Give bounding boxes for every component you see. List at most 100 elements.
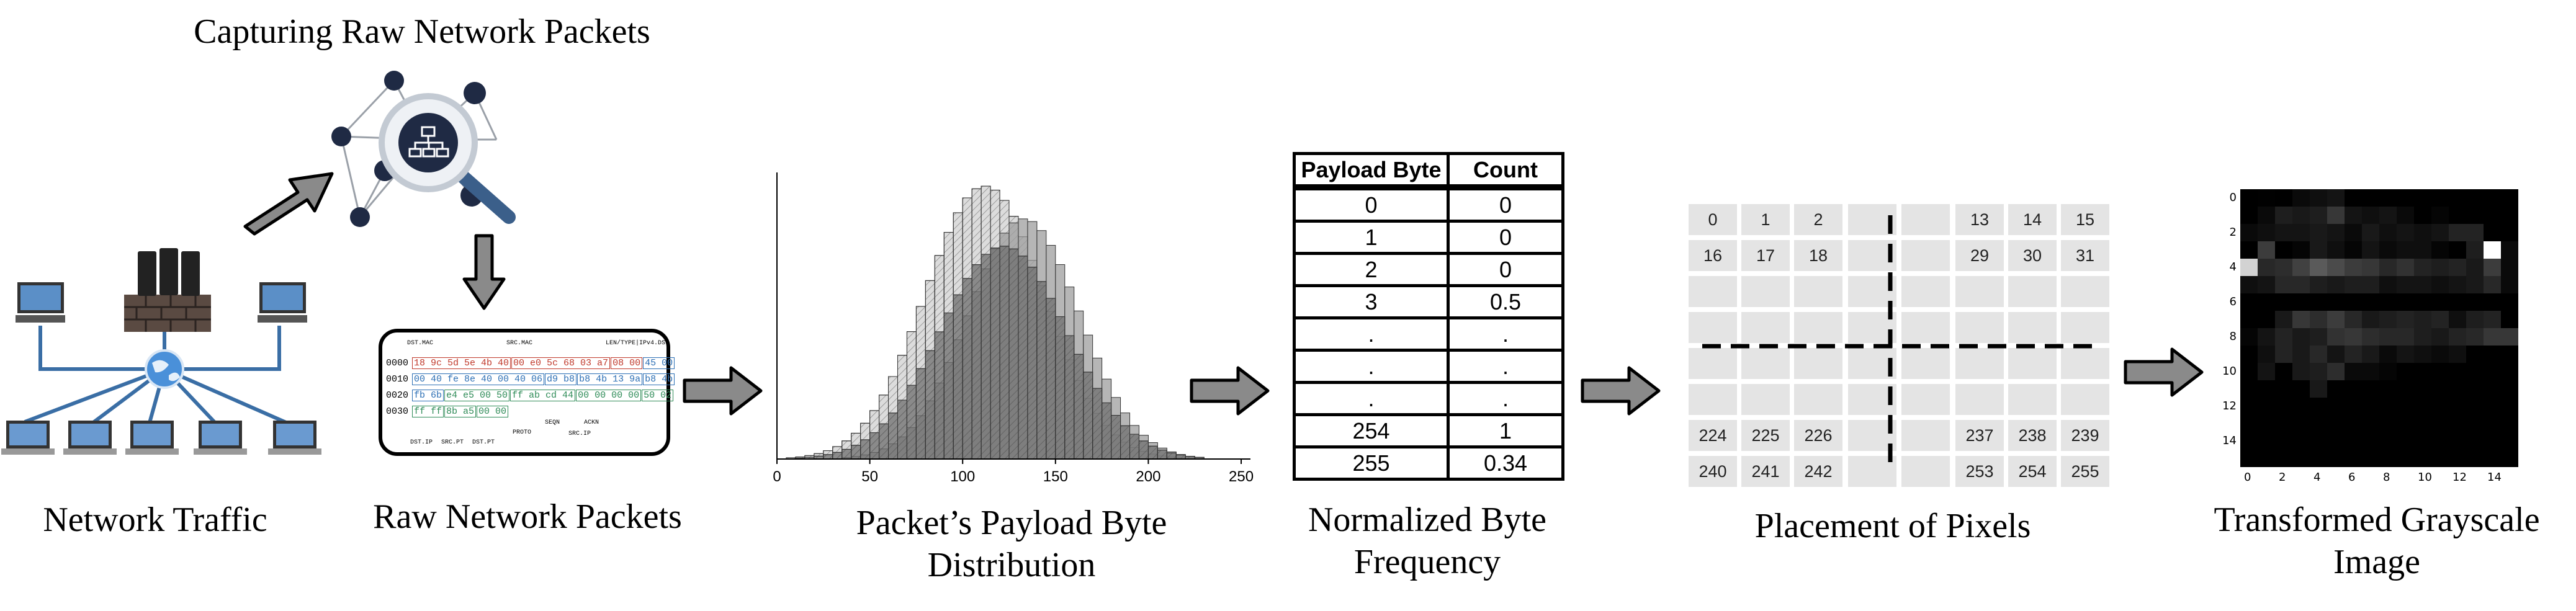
label-src-mac: SRC.MAC: [506, 340, 533, 347]
pixel-cell: 225: [1741, 420, 1790, 451]
gray-pixel: [2275, 328, 2292, 346]
gray-pixel: [2327, 189, 2345, 207]
gray-pixel: [2292, 311, 2310, 328]
label-src-pt: SRC.PT: [441, 439, 464, 446]
gray-pixel: [2327, 224, 2345, 241]
header-count: Count: [1447, 152, 1564, 190]
histogram-bar-hatch: [897, 399, 907, 460]
table-row: ..: [1293, 381, 1564, 416]
x-tick-label: 250: [1229, 468, 1254, 485]
gray-pixel: [2379, 346, 2397, 363]
gray-pixel: [2466, 311, 2484, 328]
gray-pixel: [2292, 363, 2310, 380]
pixel-cell: [2061, 384, 2109, 415]
byte-frequency-table: Payload Byte Count 0 0 1 0 2 0 3 0.5...... 254 1 2…: [1293, 152, 1564, 481]
label-seqn: SEQN: [545, 419, 560, 426]
pixel-cell: [1901, 204, 1950, 235]
label-dst-pt: DST.PT: [472, 439, 495, 446]
pixel-cell: 241: [1741, 456, 1790, 487]
gray-pixel: [2449, 346, 2466, 363]
histogram-bar-hatch: [1064, 335, 1075, 460]
gray-pixel: [2310, 346, 2327, 363]
caption-distribution-2: Distribution: [927, 546, 1096, 584]
label-dst-ip: DST.IP: [410, 439, 433, 446]
gray-pixel: [2310, 241, 2327, 259]
x-tick-label: 4: [2313, 471, 2321, 484]
gray-pixel: [2310, 224, 2327, 241]
gray-pixel: [2258, 241, 2275, 259]
pixel-cell: 239: [2061, 420, 2109, 451]
globe-icon: [145, 349, 184, 389]
histogram-bar-hatch: [915, 368, 926, 460]
label-dst-mac: DST.MAC: [407, 340, 434, 347]
gray-pixel: [2397, 259, 2414, 276]
gray-pixel: [2379, 363, 2397, 380]
gray-pixel: [2258, 346, 2275, 363]
pixel-cell: [1689, 348, 1737, 379]
x-tick-label: 6: [2348, 471, 2356, 484]
gray-pixel: [2275, 276, 2292, 293]
gray-pixel: [2501, 276, 2518, 293]
grayscale-image: [2240, 189, 2518, 467]
gray-pixel: [2345, 311, 2362, 328]
gray-pixel: [2327, 328, 2345, 346]
pixel-cell: [1955, 312, 2004, 343]
table-row: ..: [1293, 316, 1564, 352]
arrow-right-1: [683, 366, 763, 416]
gray-pixel: [2484, 311, 2501, 328]
gray-pixel: [2431, 259, 2449, 276]
gray-pixel: [2258, 224, 2275, 241]
histogram-bar-hatch: [1008, 248, 1019, 460]
gray-pixel: [2292, 207, 2310, 224]
x-tick-label: 14: [2487, 471, 2502, 484]
gray-pixel: [2484, 276, 2501, 293]
table-header-row: Payload Byte Count: [1293, 152, 1564, 190]
hex-row: 0020 fb 6b e4 e5 00 50 ff ab cd 44 00 00 00 …: [382, 390, 674, 401]
header-payload-byte: Payload Byte: [1293, 152, 1450, 190]
caption-transformed-1: Transformed Grayscale: [2214, 501, 2540, 539]
gray-pixel: [2362, 311, 2379, 328]
histogram-bar-hatch: [832, 452, 843, 460]
pixel-cell: [1794, 312, 1842, 343]
gray-pixel: [2449, 328, 2466, 346]
pixel-cell: 237: [1955, 420, 2004, 451]
pixel-cell: [1901, 420, 1950, 451]
gray-pixel: [2310, 276, 2327, 293]
gray-pixel: [2414, 328, 2431, 346]
gray-pixel: [2379, 224, 2397, 241]
pixel-cell: 18: [1794, 240, 1842, 271]
hex-segment: 8b a5: [444, 406, 477, 417]
arrow-right-3: [1581, 366, 1661, 416]
magnifier-icon: [379, 93, 516, 224]
gray-pixel: [2431, 328, 2449, 346]
y-tick-label: 2: [2229, 226, 2237, 239]
caption-normalized-1: Normalized Byte: [1308, 501, 1547, 539]
laptop-icons: [1, 421, 321, 455]
desktop-right-icon: [258, 282, 307, 323]
gray-pixel: [2449, 224, 2466, 241]
cell-count: 1: [1447, 413, 1564, 448]
label-ackn: ACKN: [584, 419, 599, 426]
hex-segment: 00 40 fe 8e 40 00 40 06: [412, 373, 545, 385]
gray-pixel: [2397, 328, 2414, 346]
x-tick-label: 150: [1043, 468, 1068, 485]
table-row: 255 0.34: [1293, 445, 1564, 481]
gray-pixel: [2379, 276, 2397, 293]
caption-capturing: Capturing Raw Network Packets: [194, 12, 650, 51]
histogram-bar-hatch: [962, 278, 972, 460]
cell-count: .: [1447, 381, 1564, 416]
x-tick-label: 100: [950, 468, 975, 485]
histogram-bar-hatch: [1129, 434, 1139, 460]
gray-pixel: [2258, 189, 2275, 207]
gray-pixel: [2431, 241, 2449, 259]
pixel-cell: [1794, 348, 1842, 379]
cell-payload-byte: 1: [1293, 220, 1450, 255]
gray-pixel: [2466, 259, 2484, 276]
gray-pixel: [2345, 276, 2362, 293]
pixel-cell: [1741, 276, 1790, 307]
gray-pixel: [2327, 207, 2345, 224]
network-traffic-illustration: [1, 248, 321, 455]
gray-pixel: [2414, 276, 2431, 293]
cell-count: 0: [1447, 252, 1564, 287]
